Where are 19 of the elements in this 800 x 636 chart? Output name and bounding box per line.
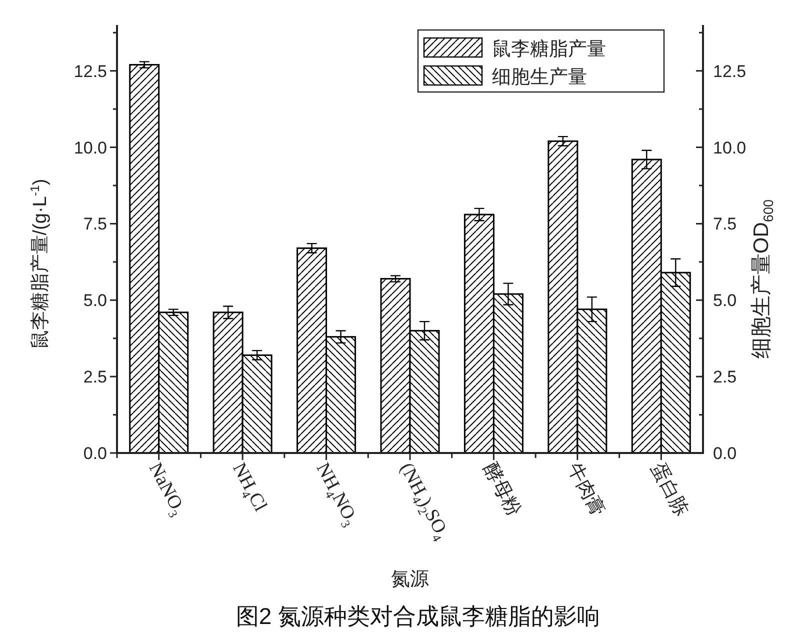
y-tick-label: 0.0 xyxy=(83,444,107,463)
x-tick-label: 酵母粉 xyxy=(479,459,525,520)
text: 图2 氮源种类对合成鼠李糖脂的影响 xyxy=(236,603,600,629)
y-tick-label: 5.0 xyxy=(83,291,107,310)
y2-tick-label: 5.0 xyxy=(713,291,737,310)
y-tick-label: 2.5 xyxy=(83,368,107,387)
y2-tick-label: 10.0 xyxy=(713,138,746,158)
y2-tick-label: 12.5 xyxy=(713,62,746,81)
y2-tick-label: 0.0 xyxy=(713,444,737,463)
y-tick-label: 10.0 xyxy=(74,138,107,158)
legend-label: 细胞生产量 xyxy=(492,67,587,88)
y2-tick-label: 2.5 xyxy=(713,368,737,387)
legend-label: 鼠李糖脂产量 xyxy=(492,39,606,60)
y-tick-label: 12.5 xyxy=(74,62,107,81)
x-tick-label: 牛肉膏 xyxy=(563,459,608,520)
x-tick-label: 蛋白胨 xyxy=(646,459,692,520)
y-tick-label: 7.5 xyxy=(83,214,107,234)
y2-tick-label: 7.5 xyxy=(713,214,737,234)
x-axis-title: 氮源 xyxy=(391,569,429,590)
